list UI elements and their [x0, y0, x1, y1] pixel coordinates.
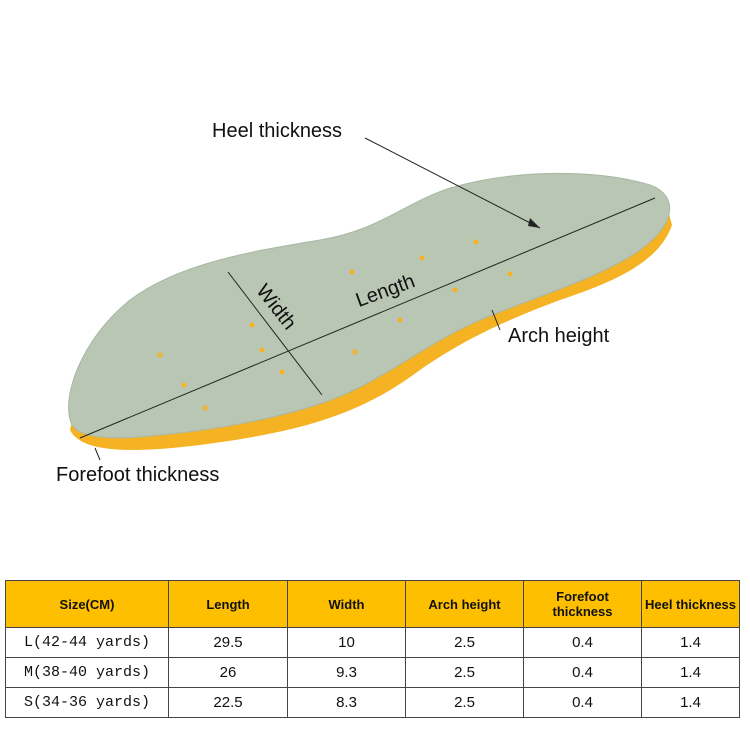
- arch-height-label: Arch height: [508, 325, 610, 347]
- header-heel-thickness: Heel thickness: [641, 580, 740, 628]
- heel-thickness-label: Heel thickness: [212, 120, 343, 142]
- cell-arch-height: 2.5: [405, 687, 524, 718]
- cell-size: M(38-40 yards): [5, 657, 169, 688]
- header-size: Size(CM): [5, 580, 169, 628]
- cell-forefoot-thickness: 0.4: [523, 657, 642, 688]
- cell-width: 8.3: [287, 687, 406, 718]
- cell-heel-thickness: 1.4: [641, 627, 740, 658]
- cell-length: 26: [168, 657, 288, 688]
- header-forefoot-thickness: Forefoot thickness: [523, 580, 642, 628]
- cell-forefoot-thickness: 0.4: [523, 687, 642, 718]
- cell-arch-height: 2.5: [405, 627, 524, 658]
- table-row: S(34-36 yards) 22.5 8.3 2.5 0.4 1.4: [5, 687, 740, 718]
- ventilation-holes: [157, 239, 513, 411]
- arch-height-pointer: [491, 309, 501, 331]
- cell-heel-thickness: 1.4: [641, 687, 740, 718]
- forefoot-thickness-pointer: [94, 447, 101, 461]
- arrow-head-icon: [528, 218, 540, 228]
- insole-illustration: [68, 137, 672, 461]
- cell-arch-height: 2.5: [405, 657, 524, 688]
- width-line: [227, 271, 323, 396]
- measurement-lines: [79, 137, 656, 461]
- cell-length: 29.5: [168, 627, 288, 658]
- size-table: Size(CM) Length Width Arch height Forefo…: [5, 580, 740, 718]
- cell-size: S(34-36 yards): [5, 687, 169, 718]
- cell-forefoot-thickness: 0.4: [523, 627, 642, 658]
- cell-width: 10: [287, 627, 406, 658]
- cell-width: 9.3: [287, 657, 406, 688]
- cell-length: 22.5: [168, 687, 288, 718]
- cell-heel-thickness: 1.4: [641, 657, 740, 688]
- heel-thickness-pointer: [364, 137, 541, 229]
- table-row: L(42-44 yards) 29.5 10 2.5 0.4 1.4: [5, 627, 740, 658]
- insole-top: [68, 172, 671, 439]
- table-row: M(38-40 yards) 26 9.3 2.5 0.4 1.4: [5, 657, 740, 688]
- header-arch-height: Arch height: [405, 580, 524, 628]
- header-width: Width: [287, 580, 406, 628]
- forefoot-thickness-label: Forefoot thickness: [56, 464, 220, 486]
- header-length: Length: [168, 580, 288, 628]
- length-line: [79, 197, 656, 439]
- table-header-row: Size(CM) Length Width Arch height Forefo…: [5, 580, 740, 628]
- cell-size: L(42-44 yards): [5, 627, 169, 658]
